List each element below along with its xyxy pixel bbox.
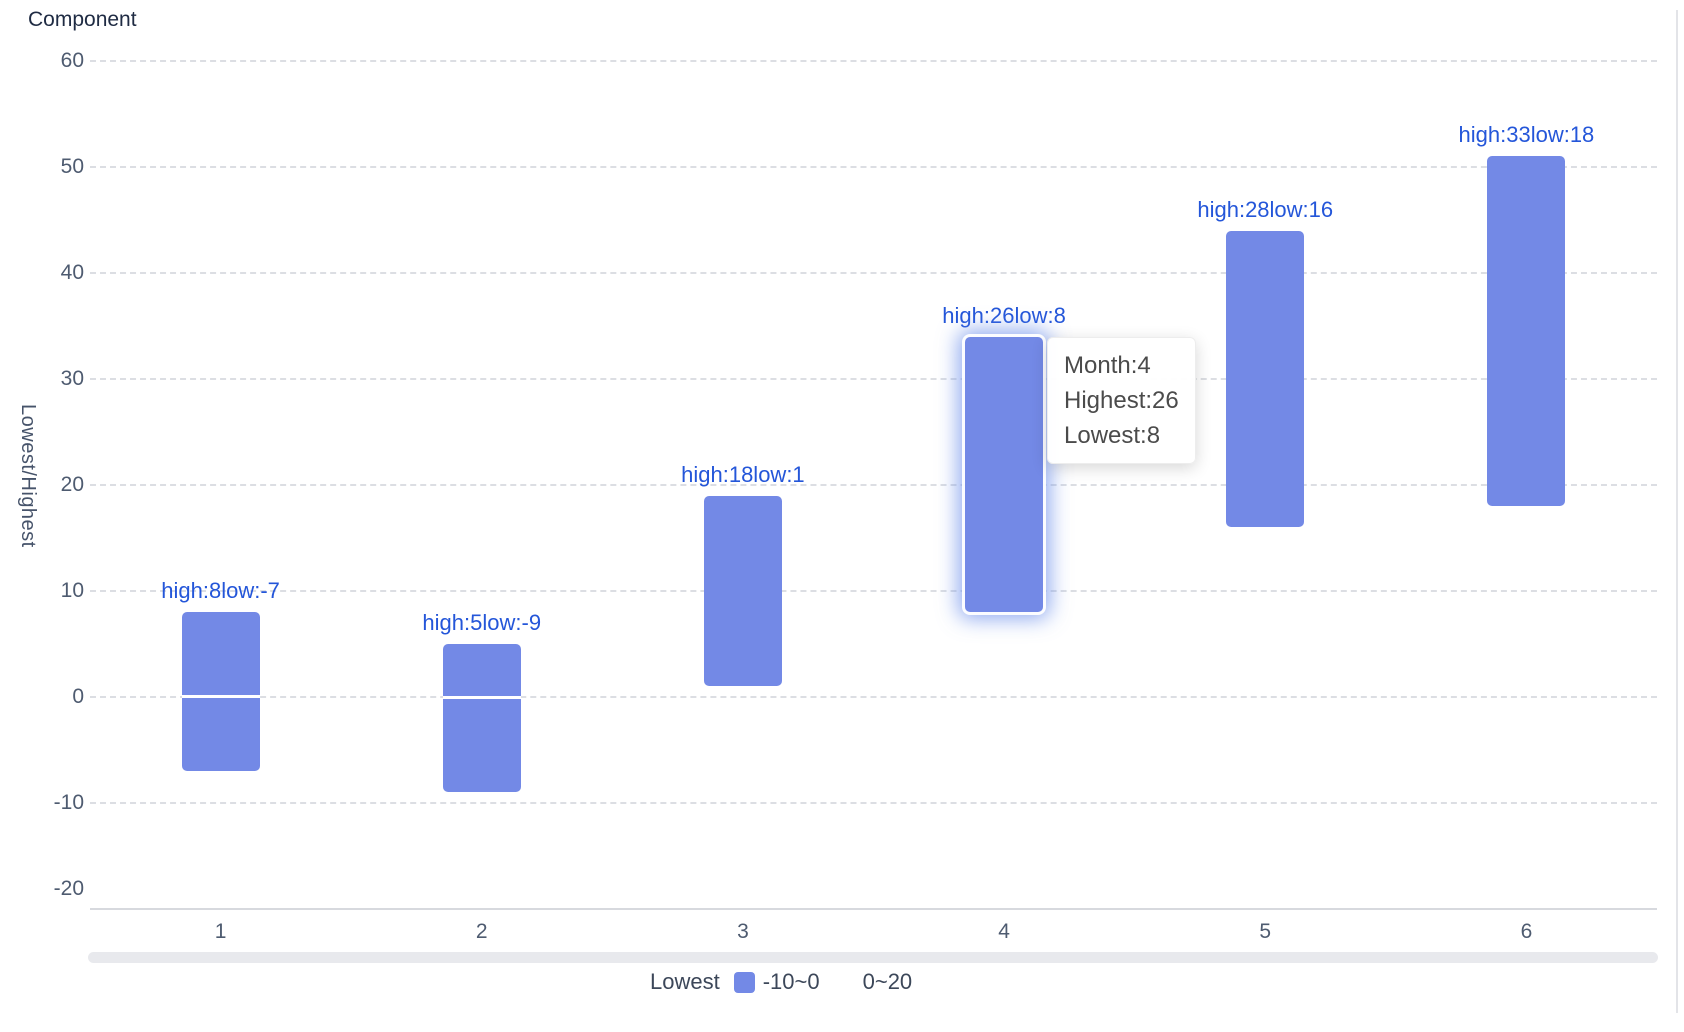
legend-swatch bbox=[833, 971, 855, 993]
x-axis-tick-label: 1 bbox=[214, 920, 227, 943]
x-axis-tick-label: 3 bbox=[737, 920, 749, 943]
bar-month-1[interactable] bbox=[181, 612, 260, 772]
chart-title: Component bbox=[28, 8, 137, 31]
bar-value-label: high:33low:18 bbox=[1458, 122, 1595, 148]
bar-month-4[interactable] bbox=[965, 336, 1044, 613]
gridline-y-60 bbox=[90, 60, 1657, 62]
tooltip: Month:4 Highest:26 Lowest:8 bbox=[1047, 337, 1196, 464]
gridline-y--10 bbox=[90, 802, 1657, 804]
gridline-y-50 bbox=[90, 166, 1657, 168]
gridline-y-20 bbox=[90, 484, 1657, 486]
legend-item-piece-1[interactable]: -10~0 bbox=[733, 969, 820, 995]
y-axis-name: Lowest/Highest bbox=[17, 404, 39, 548]
zero-split-line bbox=[442, 695, 521, 699]
bar-value-label: high:18low:1 bbox=[681, 461, 805, 487]
vertical-divider bbox=[1676, 10, 1678, 1013]
legend-label: -10~0 bbox=[762, 969, 820, 994]
y-axis-tick-label: -10 bbox=[53, 791, 84, 814]
bar-month-3[interactable] bbox=[703, 495, 782, 687]
legend-item-lowest[interactable]: Lowest bbox=[650, 969, 720, 995]
horizontal-scrollbar[interactable] bbox=[88, 952, 1658, 963]
bar-month-6[interactable] bbox=[1487, 156, 1566, 507]
legend-label: Lowest bbox=[650, 969, 720, 994]
legend-item-piece-2[interactable]: 0~20 bbox=[833, 969, 913, 995]
tooltip-line: Highest:26 bbox=[1064, 387, 1179, 414]
y-axis-tick-label: 60 bbox=[60, 49, 84, 72]
bar-month-2[interactable] bbox=[442, 644, 521, 793]
tooltip-line: Month:4 bbox=[1064, 352, 1151, 379]
x-axis-tick-label: 5 bbox=[1259, 920, 1272, 943]
legend-label: 0~20 bbox=[862, 969, 913, 994]
legend: Lowest -10~0 0~20 bbox=[650, 969, 912, 995]
tooltip-line: Lowest:8 bbox=[1064, 422, 1161, 449]
gridline-y-0 bbox=[90, 696, 1657, 698]
x-axis-tick-label: 4 bbox=[998, 920, 1010, 943]
y-axis-tick-label: 40 bbox=[60, 261, 84, 284]
gridline-y-40 bbox=[90, 272, 1657, 274]
x-axis-tick-label: 2 bbox=[475, 920, 488, 943]
y-axis-tick-label: -20 bbox=[53, 877, 84, 900]
x-axis-tick-label: 6 bbox=[1520, 920, 1533, 943]
bar-value-label: high:5low:-9 bbox=[422, 610, 542, 635]
bar-month-5[interactable] bbox=[1226, 230, 1305, 528]
gridline-y-30 bbox=[90, 378, 1657, 380]
gridline-y-10 bbox=[90, 590, 1657, 592]
y-axis-tick-label: 30 bbox=[60, 367, 84, 390]
legend-swatch bbox=[733, 971, 755, 993]
y-axis-tick-label: 50 bbox=[60, 155, 84, 178]
y-axis-tick-label: 10 bbox=[60, 579, 84, 602]
bar-value-label: high:26low:8 bbox=[942, 302, 1066, 328]
y-axis-tick-label: 0 bbox=[72, 685, 84, 708]
bar-value-label: high:8low:-7 bbox=[161, 578, 280, 604]
y-axis-tick-label: 20 bbox=[60, 473, 84, 496]
zero-split-line bbox=[181, 695, 260, 699]
x-axis-line bbox=[90, 908, 1657, 910]
bar-value-label: high:28low:16 bbox=[1197, 196, 1334, 222]
